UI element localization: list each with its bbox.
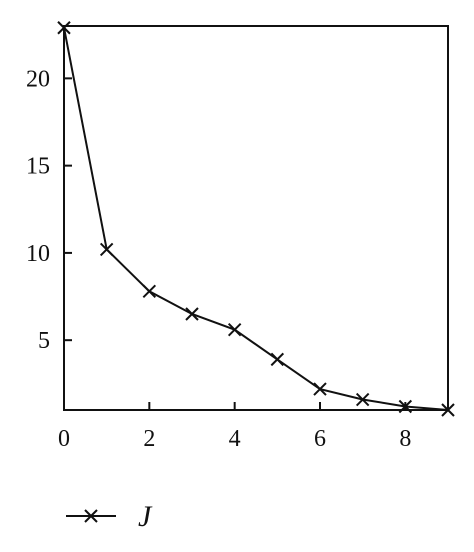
x-tick-label: 2 <box>143 426 155 452</box>
y-tick-label: 10 <box>26 241 50 267</box>
data-point-marker <box>142 284 157 299</box>
data-point-marker <box>57 21 71 35</box>
legend-marker-J <box>84 509 98 523</box>
x-tick-label: 6 <box>314 426 326 452</box>
x-tick-label: 4 <box>229 426 241 452</box>
series-line-J <box>63 27 449 411</box>
data-point-marker <box>185 307 199 321</box>
y-tick-label: 20 <box>26 66 50 92</box>
y-tick-label: 15 <box>26 154 50 180</box>
x-tick-label: 8 <box>399 426 411 452</box>
plot-area-frame <box>63 25 449 411</box>
legend-label-J: J <box>138 500 153 533</box>
data-point-marker <box>398 399 413 414</box>
data-point-marker <box>441 403 455 417</box>
data-point-marker <box>270 352 285 367</box>
data-point-marker <box>227 323 242 337</box>
data-point-marker <box>99 242 114 257</box>
data-point-marker <box>313 382 327 396</box>
y-tick-label: 5 <box>38 328 50 354</box>
data-point-marker <box>355 392 370 407</box>
x-tick-label: 0 <box>58 426 70 452</box>
